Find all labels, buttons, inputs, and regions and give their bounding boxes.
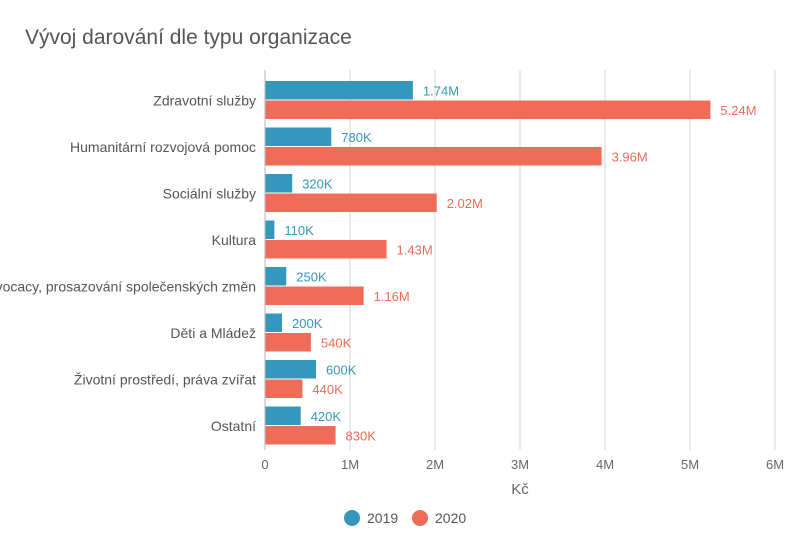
bar-2020 xyxy=(265,147,602,166)
data-label-2019: 250K xyxy=(296,269,327,284)
data-label-2019: 420K xyxy=(311,409,342,424)
x-tick-label: 3M xyxy=(511,457,529,472)
bar-2019 xyxy=(265,174,293,193)
x-tick-label: 6M xyxy=(766,457,784,472)
bar-2020 xyxy=(265,333,311,352)
chart-title: Vývoj darování dle typu organizace xyxy=(25,26,352,49)
bar-2020 xyxy=(265,379,303,398)
x-tick-label: 1M xyxy=(341,457,359,472)
bar-2020 xyxy=(265,426,336,445)
category-label: Humanitární rozvojová pomoc xyxy=(70,139,256,155)
data-label-2019: 200K xyxy=(292,316,323,331)
data-label-2020: 1.16M xyxy=(374,289,410,304)
category-label: Ostatní xyxy=(211,418,256,434)
x-tick-label: 2M xyxy=(426,457,444,472)
category-label: Advocacy, prosazování společenských změn xyxy=(0,279,256,295)
bar-2019 xyxy=(265,81,413,100)
data-label-2020: 3.96M xyxy=(612,149,648,164)
category-label: Životní prostředí, práva zvířat xyxy=(74,372,256,388)
bar-2019 xyxy=(265,127,332,146)
category-label: Zdravotní služby xyxy=(153,93,256,109)
data-label-2019: 320K xyxy=(302,176,333,191)
data-label-2019: 780K xyxy=(341,130,372,145)
bar-2020 xyxy=(265,286,364,305)
legend-marker-2020 xyxy=(412,510,428,526)
data-label-2020: 540K xyxy=(321,335,352,350)
legend-label-2019: 2019 xyxy=(367,510,398,526)
x-tick-label: 4M xyxy=(596,457,614,472)
data-label-2019: 110K xyxy=(284,223,314,238)
data-label-2020: 830K xyxy=(346,428,377,443)
x-tick-label: 5M xyxy=(681,457,699,472)
bar-2019 xyxy=(265,360,316,379)
data-label-2020: 2.02M xyxy=(447,196,483,211)
data-label-2020: 440K xyxy=(312,382,343,397)
category-label: Sociální služby xyxy=(163,186,256,202)
bar-2019 xyxy=(265,267,287,286)
bar-2019 xyxy=(265,220,275,239)
data-label-2019: 1.74M xyxy=(423,83,459,98)
bar-2020 xyxy=(265,240,387,259)
category-label: Kultura xyxy=(212,232,257,248)
data-label-2020: 5.24M xyxy=(720,103,756,118)
bar-2020 xyxy=(265,193,437,212)
bar-2020 xyxy=(265,100,711,119)
category-label: Děti a Mládež xyxy=(170,325,256,341)
data-label-2019: 600K xyxy=(326,362,357,377)
bar-2019 xyxy=(265,406,301,425)
bar-2019 xyxy=(265,313,282,332)
x-tick-label: 0 xyxy=(261,457,268,472)
x-axis-title: Kč xyxy=(511,481,529,498)
legend-label-2020: 2020 xyxy=(435,510,466,526)
data-label-2020: 1.43M xyxy=(397,242,433,257)
legend-marker-2019 xyxy=(344,510,360,526)
